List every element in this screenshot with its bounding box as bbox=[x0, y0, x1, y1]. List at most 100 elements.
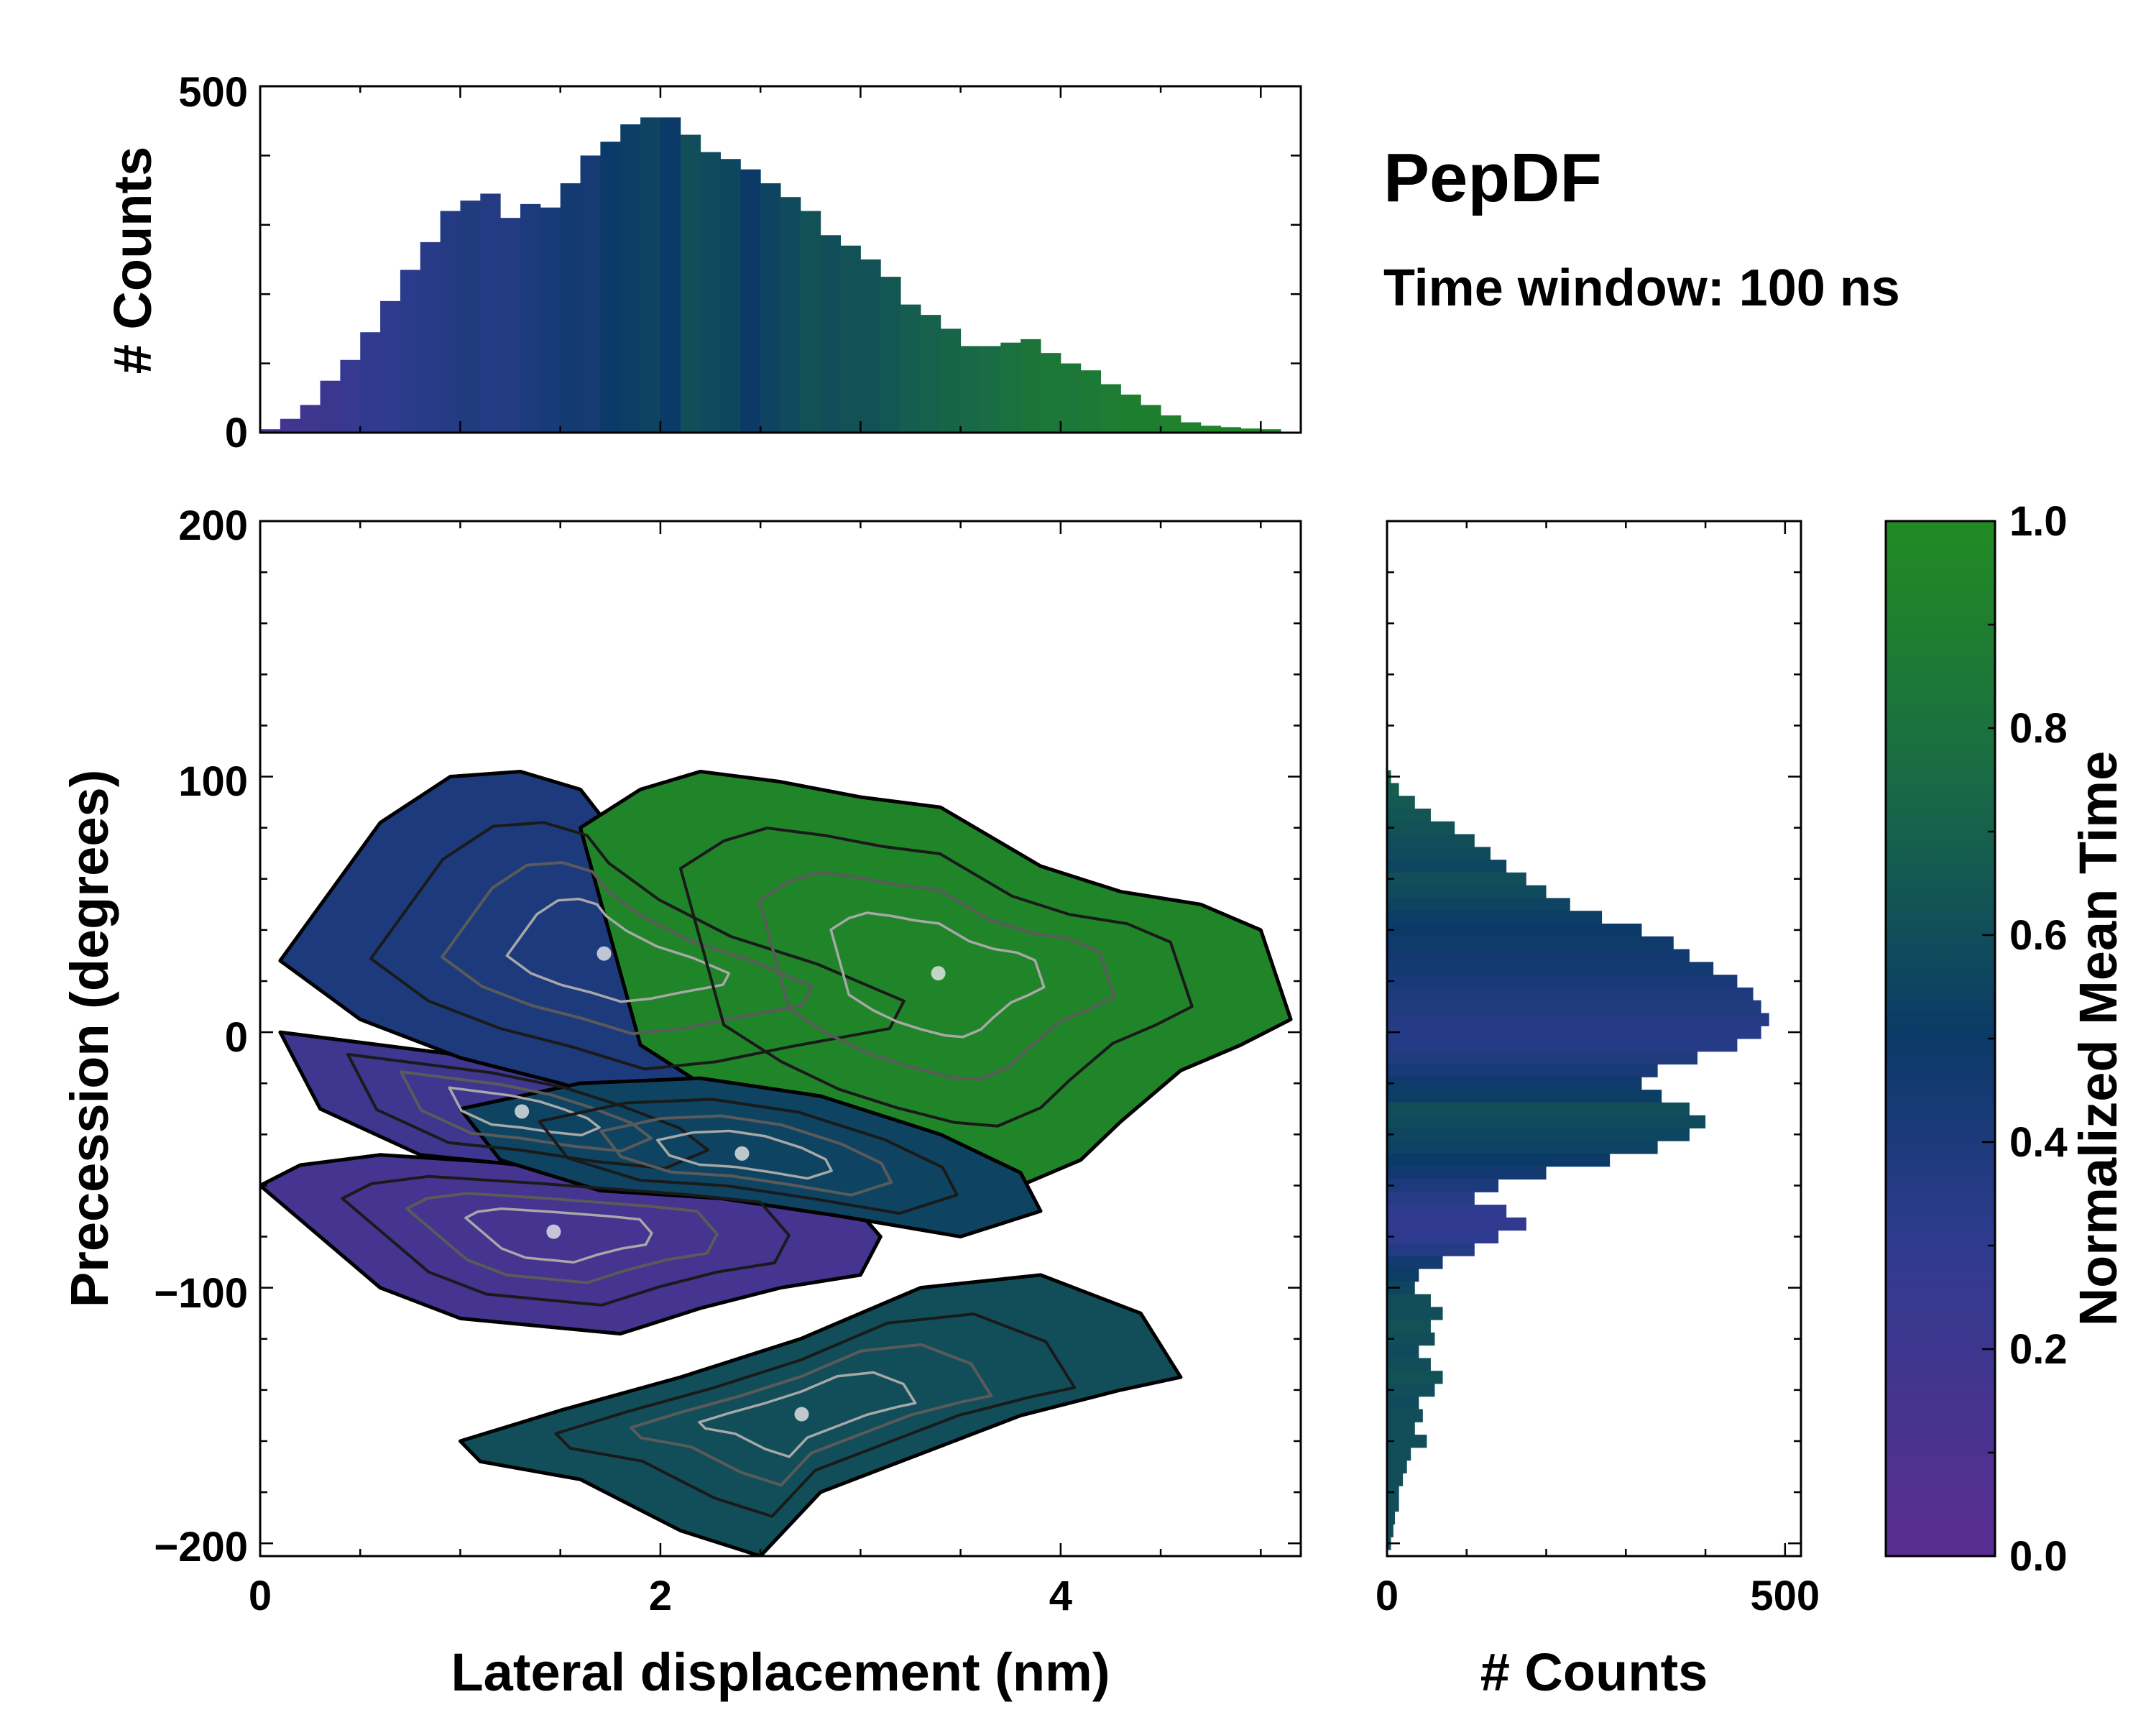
main-plot-frame bbox=[259, 520, 1302, 1558]
colorbar: 1.0 0.8 0.6 0.4 0.2 0.0 Normalized Mean … bbox=[1884, 498, 2128, 1580]
right-histogram-bar bbox=[1387, 821, 1455, 835]
heatmap-region bbox=[458, 1076, 1043, 1239]
top-histogram-bar bbox=[880, 277, 901, 433]
right-histogram-bar bbox=[1387, 911, 1603, 924]
right-xtick-label-0: 0 bbox=[1376, 1573, 1399, 1619]
right-histogram-bar bbox=[1387, 1269, 1419, 1282]
right-histogram-bar bbox=[1387, 1115, 1706, 1128]
top-histogram-bar bbox=[340, 359, 361, 433]
right-histogram-bar bbox=[1387, 1435, 1427, 1448]
top-histogram-bar bbox=[1220, 427, 1241, 433]
top-ytick-label-500: 500 bbox=[178, 69, 248, 116]
right-histogram-bar bbox=[1387, 847, 1491, 860]
colorbar-tick-label: 0.4 bbox=[2009, 1119, 2068, 1166]
top-histogram-bar bbox=[1141, 405, 1161, 433]
heatmap-contour bbox=[369, 821, 906, 1071]
colorbar-tick-label: 1.0 bbox=[2009, 498, 2068, 545]
main-ytick-label-0: 0 bbox=[225, 1014, 248, 1061]
top-histogram-bar bbox=[1261, 429, 1281, 433]
colorbar-tick-label: 0.8 bbox=[2009, 705, 2068, 752]
heatmap-contour bbox=[399, 1070, 653, 1153]
right-histogram-bar bbox=[1387, 783, 1399, 796]
colorbar-tick-label: 0.2 bbox=[2009, 1326, 2068, 1373]
right-histogram-bar bbox=[1387, 1090, 1662, 1103]
top-histogram-bar bbox=[820, 235, 842, 433]
heatmap-contour bbox=[346, 1052, 710, 1170]
heatmap-contour bbox=[464, 1207, 653, 1264]
right-histogram-bar bbox=[1387, 1166, 1547, 1180]
colorbar-tick-label: 0.0 bbox=[2009, 1533, 2068, 1580]
heatmap-contour bbox=[341, 1174, 791, 1307]
right-histogram-bar bbox=[1387, 1192, 1475, 1205]
heatmap-peak bbox=[734, 1146, 750, 1161]
right-histogram-bar bbox=[1387, 1230, 1499, 1243]
right-histogram-bar bbox=[1387, 936, 1674, 950]
top-histogram-bar bbox=[1161, 415, 1181, 433]
heatmap-contour bbox=[405, 1192, 719, 1284]
heatmap-contour bbox=[448, 1086, 601, 1137]
figure-subtitle: Time window: 100 ns bbox=[1383, 259, 1900, 317]
top-histogram-bar bbox=[740, 169, 761, 433]
right-histogram-bar bbox=[1387, 1064, 1658, 1077]
right-histogram-bar bbox=[1387, 924, 1642, 937]
top-histogram-bar bbox=[1021, 339, 1041, 433]
heatmap-contour bbox=[554, 1312, 1077, 1518]
top-histogram-bar bbox=[1240, 428, 1261, 433]
main-heatmap: 200 100 0 −100 −200 0 2 4 Lateral displa… bbox=[60, 502, 1302, 1702]
heatmap-peak bbox=[596, 946, 612, 961]
right-histogram-bar bbox=[1387, 1294, 1431, 1307]
colorbar-gradient bbox=[1886, 521, 1995, 1556]
heatmap-peak bbox=[794, 1407, 809, 1422]
right-histogram-bar bbox=[1387, 1524, 1393, 1537]
main-ytick-label-neg100: −100 bbox=[154, 1270, 248, 1317]
right-histogram-bar bbox=[1387, 1499, 1399, 1512]
right-histogram-bars bbox=[1387, 770, 1769, 1550]
main-xtick-label-2: 2 bbox=[649, 1573, 672, 1619]
top-histogram-bar bbox=[1080, 370, 1102, 433]
top-histogram-bars bbox=[260, 117, 1281, 433]
right-histogram-bar bbox=[1387, 949, 1690, 962]
top-histogram-bar bbox=[720, 159, 741, 433]
top-histogram-bar bbox=[1000, 342, 1021, 433]
top-histogram-bar bbox=[700, 152, 721, 433]
heatmap-contour bbox=[656, 1129, 833, 1180]
top-histogram-bar bbox=[860, 259, 881, 433]
right-histogram-bar bbox=[1387, 1384, 1435, 1397]
top-ytick-label-0: 0 bbox=[225, 410, 248, 456]
right-histogram-bar bbox=[1387, 1422, 1415, 1435]
top-histogram-ticks bbox=[259, 85, 1301, 434]
right-histogram-bar bbox=[1387, 1039, 1738, 1052]
main-xtick-label-0: 0 bbox=[249, 1573, 272, 1619]
top-histogram-bar bbox=[400, 270, 421, 433]
main-ylabel: Precession (degrees) bbox=[60, 770, 119, 1308]
right-histogram-bar bbox=[1387, 962, 1714, 975]
top-histogram-bar bbox=[900, 304, 921, 433]
top-histogram-bar bbox=[420, 242, 441, 433]
top-histogram-bar bbox=[460, 201, 481, 433]
right-histogram-bar bbox=[1387, 1371, 1443, 1384]
top-histogram-frame bbox=[259, 85, 1302, 434]
top-histogram-bar bbox=[480, 193, 501, 433]
heatmap-peak bbox=[931, 966, 946, 981]
heatmap-contour bbox=[599, 1114, 893, 1197]
top-histogram-bar bbox=[500, 218, 521, 433]
top-histogram-bar bbox=[660, 117, 681, 433]
figure-title: PepDF bbox=[1383, 139, 1602, 216]
right-histogram-bar bbox=[1387, 809, 1431, 822]
right-histogram-bar bbox=[1387, 975, 1738, 988]
right-histogram-bar bbox=[1387, 1051, 1697, 1065]
top-histogram-bar bbox=[960, 346, 981, 433]
heatmap-contour bbox=[829, 911, 1046, 1039]
heatmap-contour bbox=[441, 861, 814, 1036]
top-histogram-bar bbox=[1060, 363, 1082, 433]
top-histogram-bar bbox=[280, 418, 301, 433]
right-histogram-bar bbox=[1387, 1332, 1435, 1346]
right-histogram-bar bbox=[1387, 1000, 1761, 1013]
right-histogram-bar bbox=[1387, 1179, 1499, 1192]
heatmap-contour bbox=[678, 827, 1194, 1128]
colorbar-label: Normalized Mean Time bbox=[2068, 751, 2128, 1327]
main-xlabel: Lateral displacement (nm) bbox=[451, 1642, 1110, 1702]
top-histogram-bar bbox=[940, 328, 962, 433]
top-histogram-bar bbox=[980, 346, 1001, 433]
